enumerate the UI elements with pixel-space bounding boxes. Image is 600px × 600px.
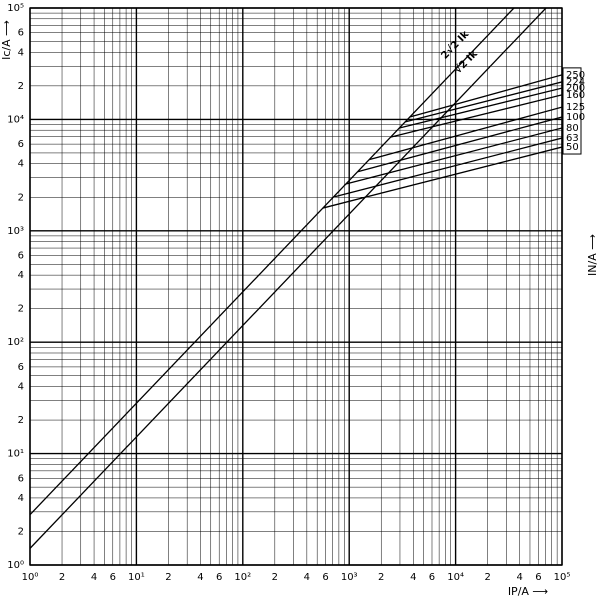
line-series — [405, 81, 562, 123]
line-series — [30, 8, 515, 516]
legend-label: 80 — [566, 123, 579, 134]
y-tick-label: 6 — [18, 139, 24, 150]
y-tick-label: 2 — [18, 192, 24, 203]
legend-label: 125 — [566, 102, 585, 113]
y-tick-label: 4 — [18, 493, 24, 504]
line-series — [390, 94, 562, 138]
line-series — [322, 146, 562, 209]
x-tick-label: 4 — [304, 572, 310, 583]
x-tick-label: 10¹ — [128, 572, 145, 583]
x-tick-label: 4 — [410, 572, 416, 583]
y-tick-label: 4 — [18, 270, 24, 281]
x-tick-label: 6 — [535, 572, 541, 583]
x-tick-label: 6 — [429, 572, 435, 583]
legend-label: 250 — [566, 70, 585, 81]
x-tick-label: 2 — [165, 572, 171, 583]
y-tick-label: 4 — [18, 382, 24, 393]
x-tick-label: 4 — [197, 572, 203, 583]
line-series — [332, 137, 562, 198]
y-tick-label: 2 — [18, 526, 24, 537]
x-tick-label: 2 — [272, 572, 278, 583]
y-tick-label: 6 — [18, 251, 24, 262]
y-tick-label: 10⁵ — [7, 3, 24, 14]
legend-label: 100 — [566, 112, 585, 123]
y-tick-label: 10² — [7, 337, 24, 348]
y-tick-label: 6 — [18, 28, 24, 39]
x-tick-label: 10² — [234, 572, 251, 583]
legend-label: 63 — [566, 133, 579, 144]
y-tick-label: 4 — [18, 159, 24, 170]
x-tick-label: 2 — [484, 572, 490, 583]
line-series — [357, 116, 562, 173]
legend-label: 160 — [566, 90, 585, 101]
line-series — [30, 8, 547, 549]
y-tick-label: 10¹ — [7, 449, 24, 460]
legend-label: 50 — [566, 142, 579, 153]
y-tick-label: 6 — [18, 362, 24, 373]
legend-box — [562, 67, 582, 155]
y-tick-label: 10³ — [7, 226, 24, 237]
y-tick-label: 6 — [18, 473, 24, 484]
y2-axis-title: IN/A ⟶ — [586, 234, 599, 276]
plot-frame — [29, 7, 563, 566]
line-series — [345, 127, 562, 185]
x-tick-label: 4 — [516, 572, 522, 583]
line-series — [399, 87, 562, 129]
x-tick-label: 6 — [322, 572, 328, 583]
x-tick-label: 6 — [216, 572, 222, 583]
legend-label: 224 — [566, 77, 585, 88]
y-axis-title: Ic/A ⟶ — [0, 20, 13, 60]
x-tick-label: 6 — [110, 572, 116, 583]
x-tick-label: 2 — [59, 572, 65, 583]
x-tick-label: 10⁰ — [22, 572, 39, 583]
line-series — [409, 74, 562, 118]
x-tick-label: 10³ — [341, 572, 358, 583]
line-series — [368, 106, 562, 161]
y-tick-label: 10⁴ — [7, 114, 24, 125]
y-tick-label: 2 — [18, 304, 24, 315]
y-tick-label: 2 — [18, 81, 24, 92]
x-tick-label: 10⁴ — [447, 572, 464, 583]
x-axis-title: IP/A ⟶ — [508, 585, 549, 598]
y-tick-label: 10⁰ — [7, 560, 24, 571]
y-tick-label: 2 — [18, 415, 24, 426]
x-tick-label: 4 — [91, 572, 97, 583]
x-tick-label: 10⁵ — [554, 572, 571, 583]
x-tick-label: 2 — [378, 572, 384, 583]
legend-label: 200 — [566, 83, 585, 94]
y-tick-label: 4 — [18, 47, 24, 58]
